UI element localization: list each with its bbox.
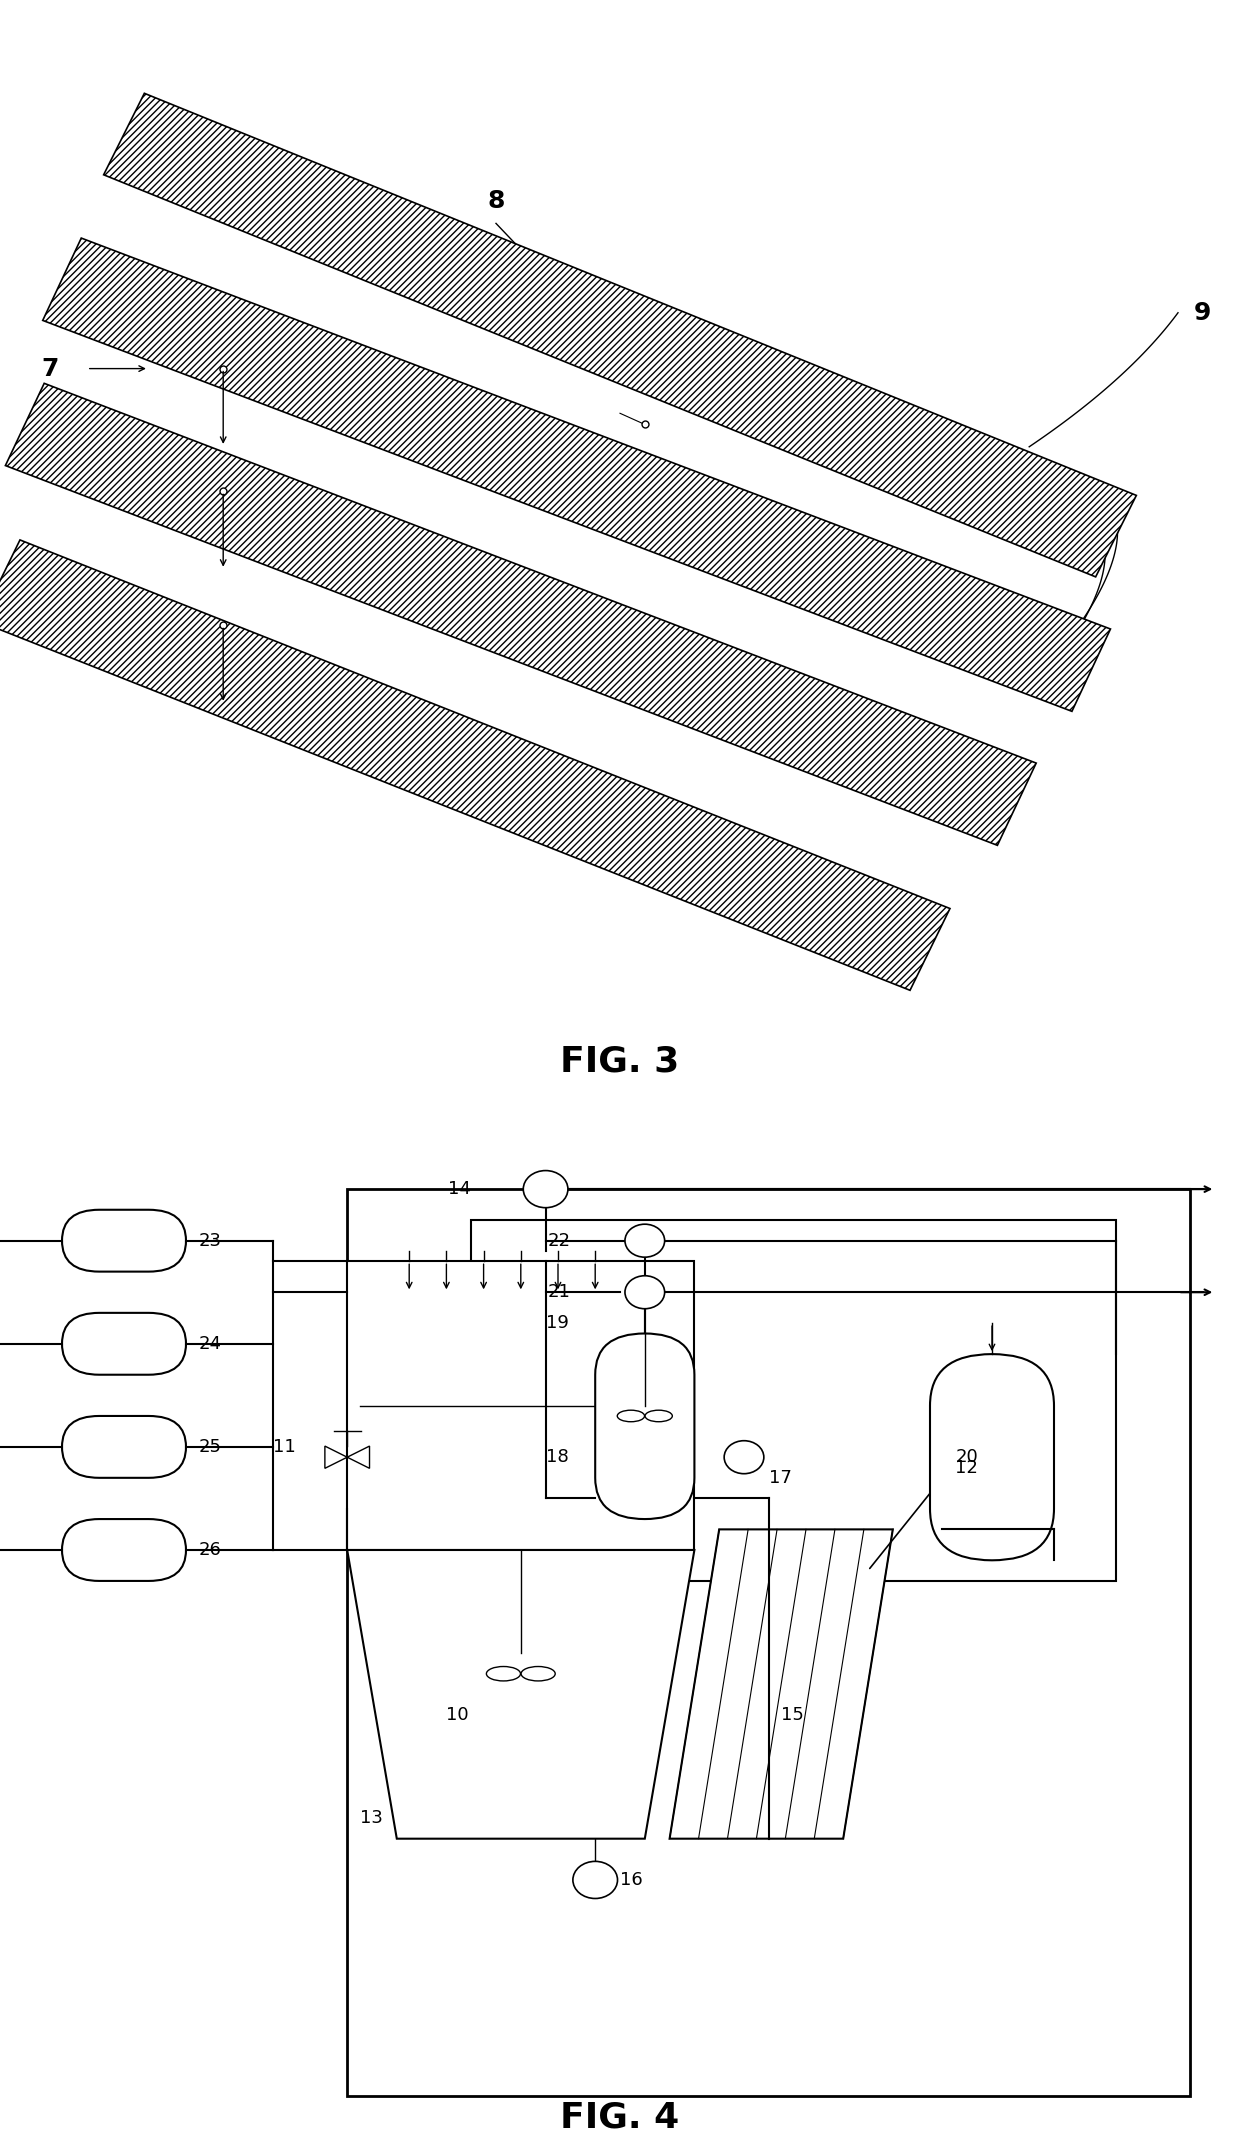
Circle shape bbox=[625, 1276, 665, 1308]
Ellipse shape bbox=[645, 1411, 672, 1422]
Circle shape bbox=[573, 1862, 618, 1899]
Text: 12: 12 bbox=[955, 1458, 977, 1476]
Polygon shape bbox=[5, 382, 1037, 846]
Circle shape bbox=[523, 1171, 568, 1207]
Text: 10: 10 bbox=[446, 1706, 469, 1725]
Bar bbox=[347, 1190, 1190, 2096]
FancyBboxPatch shape bbox=[62, 1312, 186, 1375]
Text: 17: 17 bbox=[769, 1469, 791, 1486]
Text: 26: 26 bbox=[198, 1540, 221, 1559]
Polygon shape bbox=[0, 539, 950, 990]
Text: 11: 11 bbox=[273, 1437, 295, 1456]
Bar bbox=[471, 1220, 1116, 1581]
Circle shape bbox=[625, 1224, 665, 1257]
FancyBboxPatch shape bbox=[62, 1209, 186, 1272]
FancyBboxPatch shape bbox=[62, 1416, 186, 1478]
Polygon shape bbox=[42, 238, 1111, 711]
Text: 8: 8 bbox=[487, 189, 505, 213]
FancyBboxPatch shape bbox=[595, 1334, 694, 1519]
Text: 18: 18 bbox=[546, 1448, 568, 1467]
Polygon shape bbox=[670, 1529, 893, 1839]
Text: FIG. 4: FIG. 4 bbox=[560, 2101, 680, 2135]
FancyBboxPatch shape bbox=[62, 1519, 186, 1581]
Polygon shape bbox=[347, 1446, 370, 1469]
Ellipse shape bbox=[618, 1411, 645, 1422]
Text: 22: 22 bbox=[547, 1231, 570, 1250]
Text: 14: 14 bbox=[449, 1179, 471, 1199]
Text: 15: 15 bbox=[781, 1706, 804, 1725]
Circle shape bbox=[724, 1441, 764, 1474]
Ellipse shape bbox=[521, 1667, 556, 1682]
Text: 19: 19 bbox=[546, 1315, 568, 1332]
Text: 21: 21 bbox=[548, 1282, 570, 1302]
Text: 20: 20 bbox=[956, 1448, 978, 1467]
Text: 9: 9 bbox=[1194, 301, 1211, 324]
Polygon shape bbox=[325, 1446, 347, 1469]
Bar bbox=[347, 1261, 694, 1551]
Ellipse shape bbox=[486, 1667, 521, 1682]
Text: 13: 13 bbox=[360, 1809, 382, 1828]
Text: 25: 25 bbox=[198, 1437, 222, 1456]
Polygon shape bbox=[104, 92, 1136, 578]
FancyBboxPatch shape bbox=[930, 1353, 1054, 1559]
Text: FIG. 3: FIG. 3 bbox=[560, 1044, 680, 1078]
Text: 16: 16 bbox=[620, 1871, 642, 1888]
Text: 24: 24 bbox=[198, 1334, 222, 1353]
Text: 23: 23 bbox=[198, 1231, 222, 1250]
Polygon shape bbox=[347, 1551, 694, 1839]
Text: 7: 7 bbox=[41, 357, 58, 380]
